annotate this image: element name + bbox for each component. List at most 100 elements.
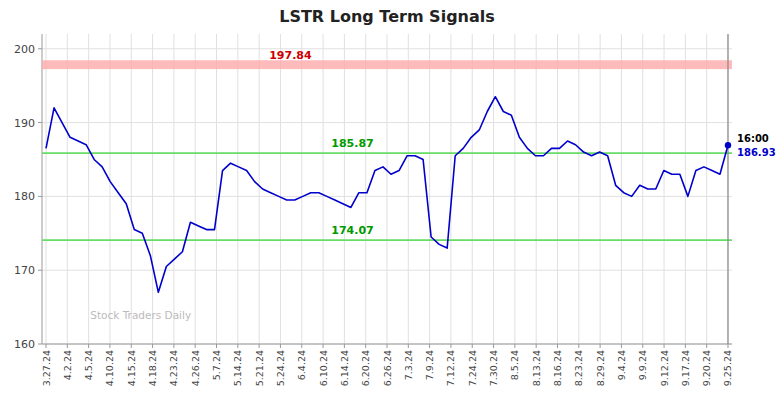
final-time-label: 16:00: [737, 133, 769, 144]
grid-line-x: [642, 34, 643, 344]
final-value-label: 186.93: [737, 147, 776, 158]
x-tick-label: 9.25.24: [722, 350, 733, 386]
grid-line-x: [46, 34, 47, 344]
grid-line-x: [280, 34, 281, 344]
x-tick: [685, 344, 686, 348]
grid-line-y: [42, 344, 732, 345]
grid-line-x: [152, 34, 153, 344]
x-tick: [600, 344, 601, 348]
grid-line-x: [216, 34, 217, 344]
grid-line-x: [237, 34, 238, 344]
grid-line-x: [429, 34, 430, 344]
x-tick-label: 8.16.24: [552, 350, 563, 386]
grid-line-x: [727, 34, 728, 344]
x-tick-label: 4.26.24: [190, 350, 201, 386]
grid-line-x: [323, 34, 324, 344]
x-tick: [387, 344, 388, 348]
x-tick: [365, 344, 366, 348]
x-tick-label: 5.7.24: [211, 350, 222, 380]
x-tick: [706, 344, 707, 348]
y-tick-label: 180: [14, 190, 35, 203]
x-tick: [301, 344, 302, 348]
x-tick-label: 9.20.24: [701, 350, 712, 386]
x-tick: [344, 344, 345, 348]
x-tick: [408, 344, 409, 348]
x-tick: [67, 344, 68, 348]
x-tick-label: 8.29.24: [595, 350, 606, 386]
grid-line-x: [536, 34, 537, 344]
x-tick: [216, 344, 217, 348]
y-tick: [38, 48, 42, 49]
x-tick: [109, 344, 110, 348]
grid-line-x: [408, 34, 409, 344]
x-tick: [727, 344, 728, 348]
x-tick-label: 4.5.24: [83, 350, 94, 380]
y-tick-label: 170: [14, 264, 35, 277]
x-tick-label: 7.24.24: [467, 350, 478, 386]
x-tick-label: 9.4.24: [616, 350, 627, 380]
x-tick: [536, 344, 537, 348]
x-tick: [173, 344, 174, 348]
x-tick-label: 7.12.24: [445, 350, 456, 386]
x-tick: [493, 344, 494, 348]
y-axis: [42, 34, 43, 344]
plot-area: [42, 34, 732, 344]
chart: LSTR Long Term Signals1601701801902003.2…: [0, 0, 784, 398]
x-tick: [88, 344, 89, 348]
price-line: [46, 97, 728, 293]
x-axis: [42, 344, 732, 345]
x-tick-label: 4.23.24: [168, 350, 179, 386]
grid-line-x: [195, 34, 196, 344]
grid-line-x: [514, 34, 515, 344]
x-tick-label: 8.5.24: [509, 350, 520, 380]
x-tick: [152, 344, 153, 348]
x-tick-label: 8.23.24: [573, 350, 584, 386]
watermark: Stock Traders Daily: [90, 309, 191, 321]
grid-line-x: [301, 34, 302, 344]
x-tick-label: 5.14.24: [232, 350, 243, 386]
grid-line-x: [557, 34, 558, 344]
x-tick: [557, 344, 558, 348]
y-tick: [38, 270, 42, 271]
x-tick-label: 5.24.24: [275, 350, 286, 386]
x-tick: [472, 344, 473, 348]
x-tick: [237, 344, 238, 348]
x-tick-label: 5.21.24: [254, 350, 265, 386]
x-tick-label: 9.12.24: [659, 350, 670, 386]
x-tick: [450, 344, 451, 348]
x-tick: [259, 344, 260, 348]
resistance-band: [42, 60, 732, 69]
x-tick-label: 6.10.24: [318, 350, 329, 386]
grid-line-x: [621, 34, 622, 344]
x-tick: [514, 344, 515, 348]
grid-line-x: [706, 34, 707, 344]
signal-label: 185.87: [331, 137, 373, 150]
y-tick: [38, 122, 42, 123]
grid-line-x: [664, 34, 665, 344]
x-tick-label: 6.20.24: [360, 350, 371, 386]
x-tick: [280, 344, 281, 348]
x-tick-label: 6.4.24: [296, 350, 307, 380]
y-tick-label: 160: [14, 338, 35, 351]
x-tick-label: 7.9.24: [424, 350, 435, 380]
y-tick: [38, 344, 42, 345]
x-tick-label: 7.30.24: [488, 350, 499, 386]
grid-line-x: [472, 34, 473, 344]
x-tick: [131, 344, 132, 348]
grid-line-x: [88, 34, 89, 344]
x-tick-label: 6.14.24: [339, 350, 350, 386]
x-tick-label: 8.13.24: [531, 350, 542, 386]
grid-line-x: [365, 34, 366, 344]
grid-line-x: [493, 34, 494, 344]
signal-line: [42, 152, 732, 154]
grid-line-x: [259, 34, 260, 344]
x-tick: [642, 344, 643, 348]
grid-line-x: [67, 34, 68, 344]
x-tick-label: 3.27.24: [41, 350, 52, 386]
grid-line-x: [578, 34, 579, 344]
grid-line-x: [600, 34, 601, 344]
grid-line-x: [344, 34, 345, 344]
grid-line-x: [387, 34, 388, 344]
x-tick: [664, 344, 665, 348]
x-tick-label: 9.9.24: [637, 350, 648, 380]
